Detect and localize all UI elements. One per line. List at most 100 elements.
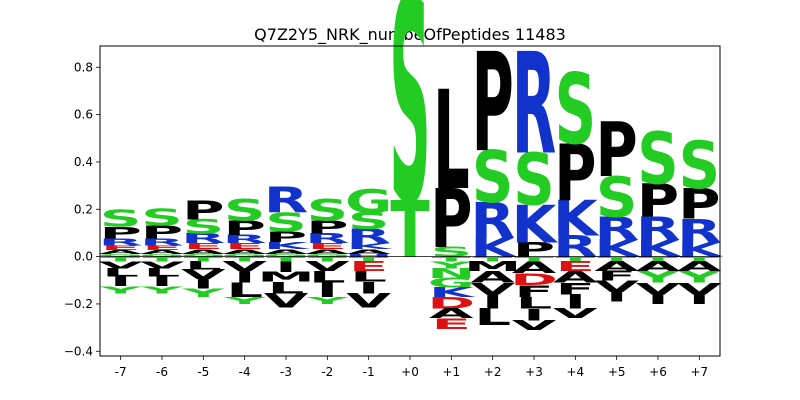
logo-letter-A: A <box>140 249 185 255</box>
logo-letter-A: A <box>346 248 391 256</box>
logo-letter-A: A <box>181 248 226 256</box>
logo-letter-I: I <box>110 274 131 289</box>
logo-letter-E: E <box>349 259 388 274</box>
logo-letter-D: D <box>427 294 475 313</box>
logo-letter-Y: Y <box>140 284 185 295</box>
x-tick-label: -3 <box>280 365 292 379</box>
logo-letter-T: T <box>184 255 223 263</box>
logo-letter-S: S <box>431 245 472 260</box>
logo-letter-S: S <box>183 216 224 239</box>
logo-letter-V: V <box>512 318 558 333</box>
logo-letter-E: E <box>308 242 347 251</box>
logo-letter-G: G <box>262 253 309 258</box>
x-tick-label: +4 <box>566 365 584 379</box>
chart-title: Q7Z2Y5_NRK_numbeOfPeptides 11483 <box>254 25 566 45</box>
logo-letter-P: P <box>224 217 266 240</box>
x-tick-label: +2 <box>484 365 502 379</box>
logo-letter-S: S <box>596 167 637 231</box>
logo-letter-I: I <box>482 291 503 314</box>
logo-letter-P: P <box>596 107 638 194</box>
logo-letter-T: T <box>101 255 140 263</box>
logo-letter-A: A <box>636 259 682 274</box>
y-tick-label: 0.8 <box>74 60 93 74</box>
logo-letter-L: L <box>309 268 346 287</box>
logo-letter-Y: Y <box>181 286 225 299</box>
logo-letter-S: S <box>348 208 389 234</box>
logo-letter-K: K <box>470 233 516 263</box>
logo-letter-A: A <box>429 306 475 321</box>
x-tick-label: -4 <box>239 365 251 379</box>
logo-letter-K: K <box>512 194 559 255</box>
logo-letter-T: T <box>390 185 430 276</box>
logo-letter-T: T <box>142 255 181 263</box>
logo-letter-V: V <box>98 259 143 270</box>
logo-letter-I: I <box>647 292 668 307</box>
logo-letter-G: G <box>304 253 351 258</box>
logo-letter-R: R <box>346 225 390 248</box>
logo-letter-I: I <box>234 268 255 287</box>
logo-letter-T: T <box>432 255 471 263</box>
logo-letter-P: P <box>265 228 307 245</box>
y-tick-label: −0.4 <box>64 344 93 358</box>
logo-letter-I: I <box>275 258 296 275</box>
logo-letter-V: V <box>305 259 351 274</box>
logo-letter-V: V <box>553 306 599 321</box>
x-tick-label: -7 <box>115 365 127 379</box>
logo-letter-I: I <box>358 278 379 297</box>
logo-letter-P: P <box>513 239 555 262</box>
logo-letter-R: R <box>264 180 308 221</box>
logo-letter-K: K <box>429 285 476 300</box>
x-tick-label: +3 <box>525 365 543 379</box>
logo-letter-P: P <box>430 172 472 267</box>
logo-letter-V: V <box>181 267 227 282</box>
logo-letter-E: E <box>225 242 264 251</box>
logo-letter-F: F <box>597 268 636 283</box>
logo-letter-A: A <box>594 259 640 274</box>
logo-letter-R: R <box>181 231 225 246</box>
logo-letter-M: M <box>257 269 314 284</box>
logo-letter-S: S <box>513 140 554 223</box>
logo-letter-P: P <box>678 180 720 229</box>
x-tick-label: +6 <box>649 365 667 379</box>
y-tick-label: 0.4 <box>74 155 93 169</box>
logo-letter-E: E <box>432 315 471 332</box>
y-tick-label: 0.6 <box>74 108 93 122</box>
x-axis: -7 -6 -5 -4 -3 -2 -1 +0 +1 +2 +3 +4 +5 +6 +7 <box>115 356 708 379</box>
logo-letter-P: P <box>182 196 224 226</box>
logo-letter-V: V <box>346 290 392 313</box>
logo-letter-P: P <box>306 217 348 238</box>
logo-letter-G: G <box>428 275 475 290</box>
logo-letter-T: T <box>597 255 636 263</box>
logo-letter-S: S <box>472 137 513 220</box>
logo-letter-T: T <box>225 255 264 263</box>
logo-letter-I: I <box>317 279 338 302</box>
logo-letter-T: T <box>266 255 305 263</box>
logo-letter-R: R <box>470 193 514 250</box>
logo-letter-S: S <box>141 205 182 231</box>
logo-letter-F: F <box>556 280 595 299</box>
logo-letter-S: S <box>679 129 720 204</box>
logo-letter-E: E <box>142 244 181 252</box>
x-tick-label: -1 <box>363 365 375 379</box>
logo-letter-G: G <box>97 253 144 258</box>
x-tick-label: +7 <box>690 365 708 379</box>
logo-letter-L: L <box>433 62 470 221</box>
logo-letter-A: A <box>222 248 267 256</box>
logo-letter-K: K <box>677 239 724 262</box>
logo-letter-L: L <box>185 259 222 272</box>
logo-letter-K: K <box>346 242 394 251</box>
logo-letter-P: P <box>141 222 183 243</box>
logo-letter-T: T <box>638 255 677 263</box>
y-tick-label: 0.0 <box>74 250 93 264</box>
logo-letter-G: G <box>180 253 227 258</box>
logo-letter-R: R <box>140 237 184 248</box>
logo-letter-M: M <box>464 259 521 274</box>
logo-letter-V: V <box>222 259 268 274</box>
logo-letter-E: E <box>556 259 595 274</box>
logo-letter-D: D <box>510 270 558 289</box>
logo-letter-S: S <box>307 194 348 228</box>
logo-letter-A: A <box>305 248 350 256</box>
logo-letter-T: T <box>556 255 595 263</box>
logo-letter-S: S <box>224 194 265 228</box>
